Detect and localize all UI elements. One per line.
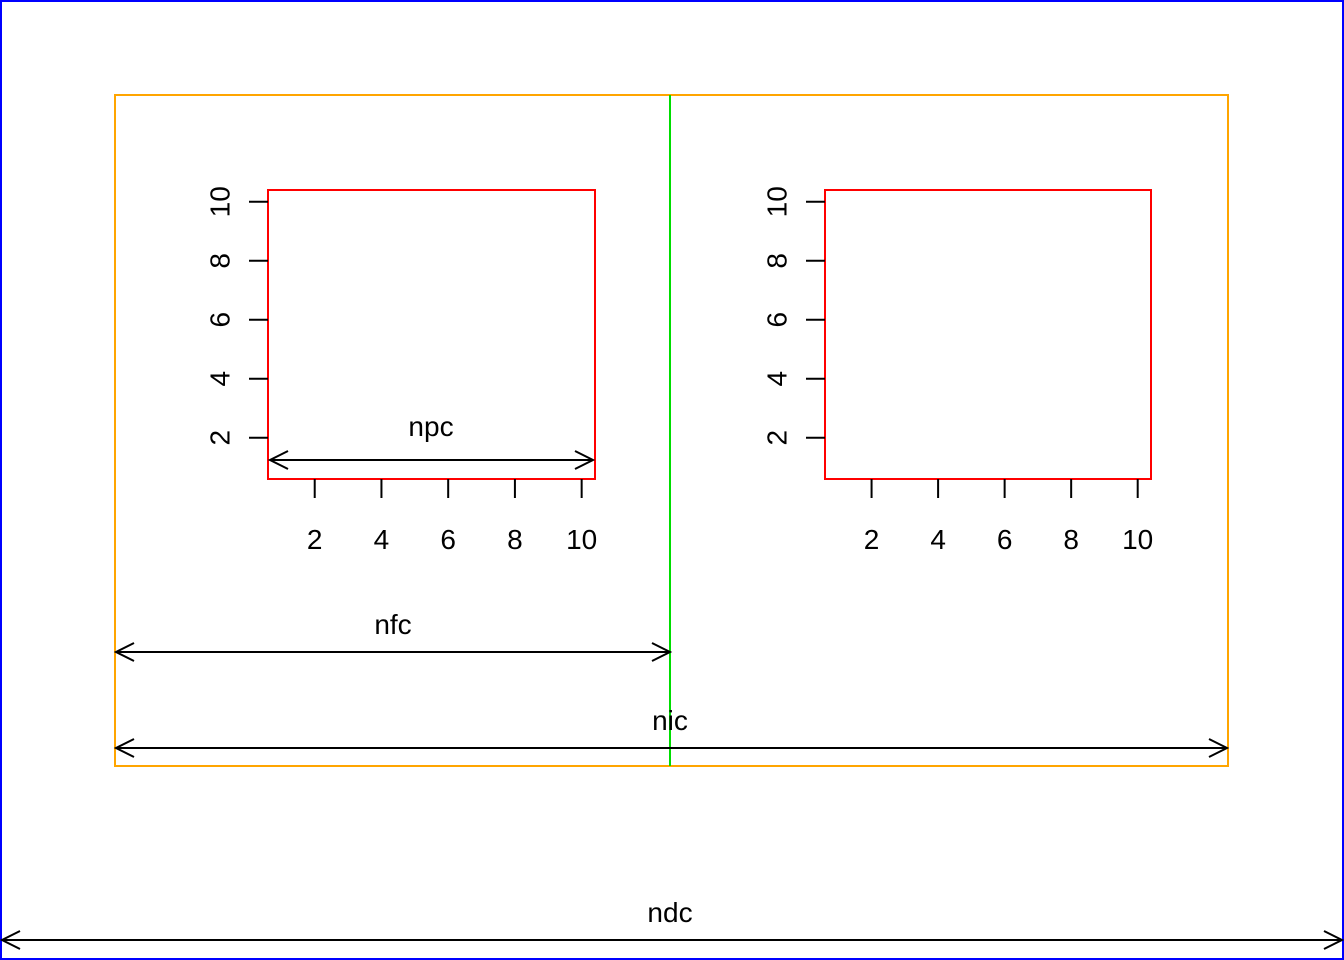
npc-label: npc <box>408 411 453 442</box>
nfc-label: nfc <box>374 609 411 640</box>
y-axis: 2 4 6 8 10 <box>761 186 825 446</box>
x-axis: 2 4 6 8 10 <box>864 479 1153 555</box>
y-tick-label: 4 <box>761 371 792 387</box>
x-tick-label: 6 <box>440 524 456 555</box>
y-tick-label: 6 <box>204 312 235 328</box>
x-tick-label: 8 <box>1063 524 1079 555</box>
plot-region-border <box>824 189 1152 480</box>
plot-region-border <box>267 189 596 480</box>
nic-label: nic <box>652 705 688 736</box>
x-tick-label: 8 <box>507 524 523 555</box>
y-axis: 2 4 6 8 10 <box>204 186 268 446</box>
x-tick-label: 10 <box>1122 524 1153 555</box>
x-tick-label: 4 <box>374 524 390 555</box>
x-tick-label: 4 <box>930 524 946 555</box>
y-tick-label: 4 <box>204 371 235 387</box>
x-axis: 2 4 6 8 10 <box>307 479 597 555</box>
y-tick-label: 10 <box>204 186 235 217</box>
y-tick-label: 8 <box>761 253 792 269</box>
y-tick-label: 2 <box>761 430 792 446</box>
x-tick-label: 2 <box>864 524 880 555</box>
y-tick-label: 2 <box>204 430 235 446</box>
y-tick-label: 10 <box>761 186 792 217</box>
npc-arrow: npc <box>267 411 596 470</box>
plot-panel-left: 2 4 6 8 10 2 4 6 8 10 <box>204 186 597 555</box>
x-tick-label: 6 <box>997 524 1013 555</box>
ndc-label: ndc <box>647 897 692 928</box>
ndc-arrow: ndc <box>0 897 1344 950</box>
plot-panel-right: 2 4 6 8 10 2 4 6 8 10 <box>761 186 1153 555</box>
x-tick-label: 10 <box>566 524 597 555</box>
y-tick-label: 6 <box>761 312 792 328</box>
x-tick-label: 2 <box>307 524 323 555</box>
nfc-arrow: nfc <box>113 609 673 662</box>
nic-arrow: nic <box>113 705 1230 758</box>
y-tick-label: 8 <box>204 253 235 269</box>
inner-region-border <box>114 94 1229 767</box>
